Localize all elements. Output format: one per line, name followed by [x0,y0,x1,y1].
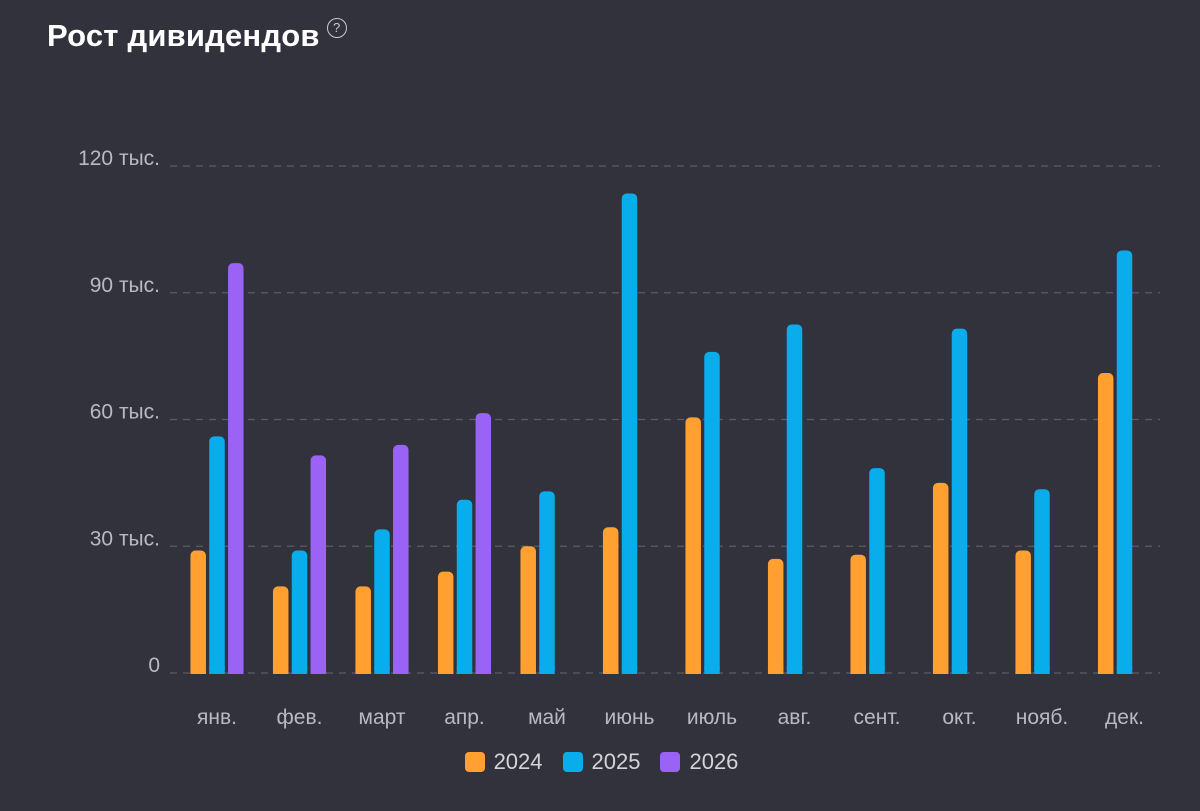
x-tick-label: сент. [854,706,901,729]
bar-2026 [310,455,327,674]
bar-base-2024 [437,667,454,674]
bar-2024 [850,554,866,674]
x-tick-label: янв. [197,706,237,729]
bar-2025 [869,468,885,674]
legend-label: 2026 [689,749,739,774]
bar-2024 [272,586,289,674]
bar-2025 [951,328,968,674]
help-circle-icon[interactable]: ? [326,18,347,38]
legend-swatch [562,752,583,772]
bar-base-2025 [209,667,225,674]
bar-base-2025 [456,667,473,674]
y-tick-label: 120 тыс. [78,147,160,170]
bar-base-2024 [602,667,619,674]
bar-2025 [786,324,803,674]
chart-title: Рост дивидендов [47,18,320,53]
x-tick-label: май [528,706,566,729]
bar-base-2024 [190,667,206,674]
bar-base-2025 [786,667,803,674]
y-tick-label: 60 тыс. [90,401,160,424]
bar-base-2025 [374,667,390,674]
bar-base-2024 [1015,667,1031,674]
legend-item-2026[interactable]: 2026 [660,748,738,776]
x-tick-label: июль [687,706,737,729]
bar-2025 [456,499,473,674]
bar-2026 [475,413,492,674]
bar-2026 [393,444,409,674]
x-tick-label: июнь [604,706,654,729]
bar-2024 [1015,550,1031,674]
bar-base-2024 [355,667,371,674]
bar-base-2025 [1034,667,1050,674]
chart-header: Рост дивидендов ? [47,14,347,58]
bar-base-2025 [869,667,885,674]
bar-base-2025 [291,667,308,674]
y-tick-label: 90 тыс. [90,274,160,297]
bar-2024 [767,558,784,674]
bar-base-2025 [621,667,638,674]
bar-2026 [228,263,244,674]
bar-2025 [621,193,638,674]
bar-base-2024 [520,667,536,674]
bar-2024 [355,586,371,674]
chart-legend: 2024 2025 2026 [0,748,1200,776]
bar-base-2025 [704,667,720,674]
bar-2025 [209,436,225,674]
bar-2024 [685,417,701,674]
bar-2025 [291,550,308,674]
bar-base-2026 [393,667,409,674]
legend-label: 2024 [493,749,543,774]
bar-base-2024 [1097,667,1114,674]
legend-item-2024[interactable]: 2024 [464,748,543,776]
x-tick-label: апр. [444,706,485,729]
bar-base-2024 [272,667,289,674]
y-tick-label: 0 [148,654,160,677]
bar-base-2025 [539,667,555,674]
bar-2024 [520,546,536,674]
bar-base-2025 [951,667,968,674]
x-tick-label: март [359,706,406,729]
bar-base-2024 [932,667,949,674]
bar-2025 [1034,489,1050,674]
legend-swatch [464,752,485,772]
bar-base-2024 [850,667,866,674]
bar-base-2024 [685,667,701,674]
bar-base-2026 [310,667,327,674]
x-tick-label: фев. [277,706,323,729]
bar-2024 [1097,373,1114,674]
bar-2025 [704,351,720,674]
bar-2024 [437,571,454,674]
x-tick-label: авг. [778,706,812,729]
legend-label: 2025 [591,749,641,774]
bar-2025 [374,529,390,674]
bar-2025 [1116,250,1133,674]
legend-swatch [660,752,681,772]
bar-base-2025 [1116,667,1133,674]
bar-base-2026 [475,667,492,674]
bar-2024 [932,482,949,674]
x-tick-label: дек. [1105,706,1144,729]
y-tick-label: 30 тыс. [90,527,160,550]
bar-base-2024 [767,667,784,674]
bar-base-2026 [228,667,244,674]
bar-2024 [190,550,206,674]
x-tick-label: нояб. [1016,706,1069,729]
bar-2025 [539,491,555,674]
legend-item-2025[interactable]: 2025 [562,748,641,776]
x-tick-label: окт. [942,706,976,729]
bar-2024 [602,527,619,674]
